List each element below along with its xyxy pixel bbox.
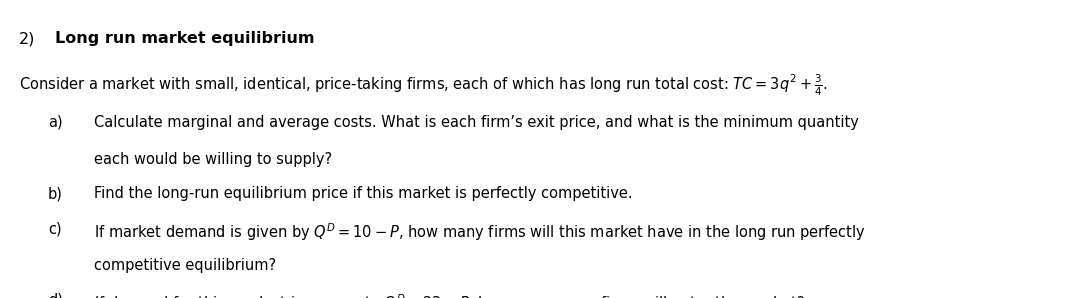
Text: If demand for this product increases to $Q^D = 23 - P$, how many more firms will: If demand for this product increases to … bbox=[94, 293, 804, 298]
Text: If market demand is given by $Q^D = 10 - P$, how many firms will this market hav: If market demand is given by $Q^D = 10 -… bbox=[94, 221, 866, 243]
Text: Consider a market with small, identical, price-taking firms, each of which has l: Consider a market with small, identical,… bbox=[19, 73, 828, 98]
Text: Calculate marginal and average costs. What is each firm’s exit price, and what i: Calculate marginal and average costs. Wh… bbox=[94, 115, 858, 130]
Text: Long run market equilibrium: Long run market equilibrium bbox=[55, 31, 315, 46]
Text: competitive equilibrium?: competitive equilibrium? bbox=[94, 258, 276, 273]
Text: c): c) bbox=[48, 221, 62, 236]
Text: d): d) bbox=[48, 293, 63, 298]
Text: 2): 2) bbox=[19, 31, 35, 46]
Text: a): a) bbox=[48, 115, 63, 130]
Text: Find the long-run equilibrium price if this market is perfectly competitive.: Find the long-run equilibrium price if t… bbox=[94, 186, 633, 201]
Text: each would be willing to supply?: each would be willing to supply? bbox=[94, 152, 332, 167]
Text: b): b) bbox=[48, 186, 63, 201]
